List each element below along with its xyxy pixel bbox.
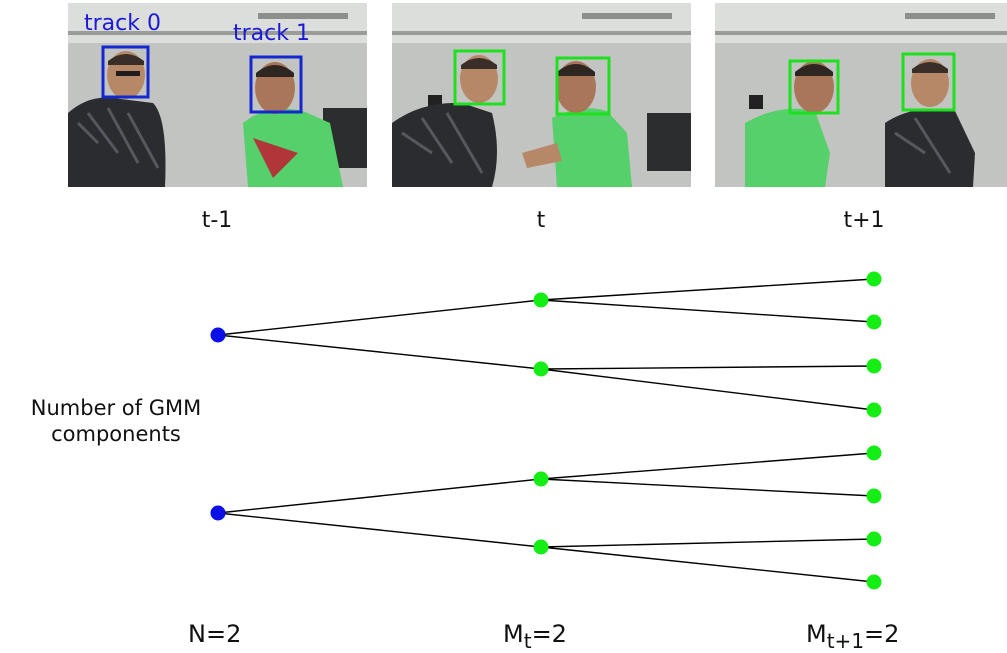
frame-t [392, 3, 691, 187]
component-node-t-plus-1 [866, 488, 882, 504]
mt-label-main: M [503, 620, 524, 648]
y-axis-label-line-2: components [51, 422, 181, 446]
component-node-t-plus-1 [866, 445, 882, 461]
edge-root-to-component [217, 512, 542, 548]
edge-root-to-component [217, 334, 542, 370]
mt-label-sub: t [523, 629, 532, 653]
y-axis-label-line-1: Number of GMM [30, 396, 202, 420]
edge-component-to-component [540, 365, 875, 370]
component-node-t-plus-1 [866, 531, 882, 547]
edge-component-to-component [540, 538, 875, 548]
frame-t-minus-1-image [68, 3, 367, 187]
frame-t-image [392, 3, 691, 187]
tree-nodes [210, 271, 882, 590]
frame-t-minus-1 [68, 3, 367, 187]
edge-root-to-component [217, 299, 542, 336]
time-label-t: t [536, 208, 546, 233]
edge-root-to-component [217, 478, 542, 514]
component-node-t-plus-1 [866, 402, 882, 418]
edge-component-to-component [540, 278, 875, 301]
time-label-t-plus-1: t+1 [843, 208, 885, 233]
edge-component-to-component [540, 299, 875, 323]
y-axis-label: Number of GMM components [6, 395, 226, 447]
tree-edges [217, 278, 875, 583]
frame-t-plus-1-image [715, 3, 1007, 187]
time-label-t-minus-1: t-1 [201, 208, 233, 233]
mt-label: Mt=2 [503, 620, 567, 653]
edge-component-to-component [540, 546, 875, 583]
edge-component-to-component [540, 452, 875, 480]
component-node-t-plus-1 [866, 574, 882, 590]
component-node-t [533, 539, 549, 555]
mt1-label-value: =2 [864, 620, 900, 648]
frame-t-plus-1-box-1 [788, 59, 840, 115]
component-node-t-plus-1 [866, 314, 882, 330]
mt1-label: Mt+1=2 [806, 620, 899, 653]
frame-t-box-1 [453, 49, 506, 106]
track-0-label: track 0 [84, 11, 161, 36]
mt1-label-main: M [806, 620, 827, 648]
track-1-label: track 1 [233, 21, 310, 46]
frame-t-plus-1-box-2 [901, 52, 956, 112]
n-label: N=2 [188, 620, 242, 648]
component-node-t-plus-1 [866, 271, 882, 287]
frame-t-box-2 [555, 56, 611, 116]
mt-label-value: =2 [531, 620, 567, 648]
edge-component-to-component [540, 478, 875, 497]
frame-t-plus-1 [715, 3, 1007, 187]
track-0-box [101, 45, 150, 99]
root-node [210, 327, 226, 343]
component-node-t [533, 471, 549, 487]
component-node-t [533, 361, 549, 377]
edge-component-to-component [540, 368, 875, 411]
mt1-label-sub: t+1 [826, 629, 865, 653]
component-node-t-plus-1 [866, 358, 882, 374]
root-node [210, 505, 226, 521]
track-1-box [249, 55, 303, 114]
component-node-t [533, 292, 549, 308]
